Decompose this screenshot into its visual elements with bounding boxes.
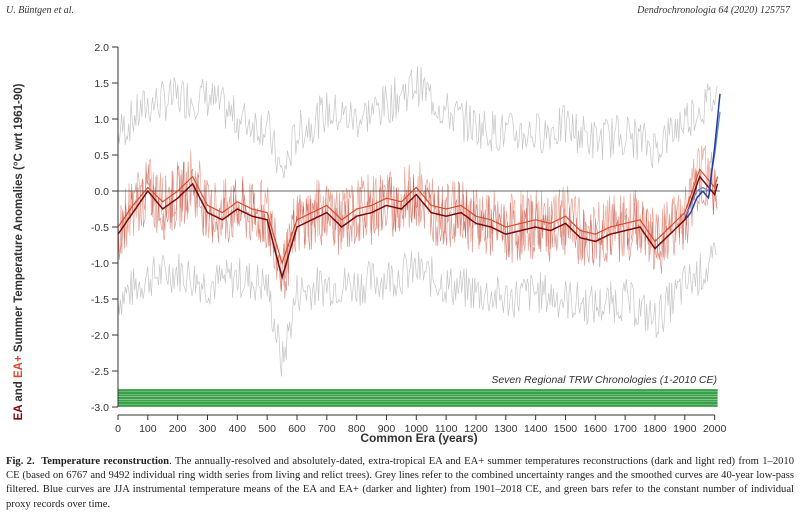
x-tick-label: 800	[348, 423, 366, 435]
header-author: U. Büntgen et al.	[6, 5, 75, 16]
y-tick-label: 1.0	[94, 114, 109, 126]
instrumental-ea-plus-line	[684, 111, 721, 217]
uncertainty-upper-line	[117, 65, 718, 179]
x-tick-label: 1900	[673, 423, 697, 435]
ylabel-and: and	[13, 378, 25, 405]
y-tick-label: -0.5	[91, 222, 109, 234]
y-tick-label: -2.5	[91, 366, 109, 378]
uncertainty-layer	[117, 65, 718, 377]
x-tick-label: 1500	[554, 423, 578, 435]
caption-label: Fig. 2.	[6, 456, 35, 467]
x-tick-label: 1000	[405, 423, 429, 435]
ea-smoothed-line	[117, 175, 719, 281]
caption-title: Temperature reconstruction	[41, 456, 170, 467]
figure-caption: Fig. 2. Temperature reconstruction. The …	[6, 455, 794, 512]
series-layer	[117, 93, 721, 281]
header-journal: Dendrochronologia 64 (2020) 125757	[637, 5, 790, 16]
ylabel-rest: Summer Temperature Anomalies (°C wrt 196…	[13, 83, 25, 355]
x-tick-label: 400	[229, 423, 247, 435]
y-axis-label: EA and EA+ Summer Temperature Anomalies …	[13, 83, 25, 420]
x-tick-label: 900	[378, 423, 396, 435]
caption-text: . The annually-resolved and absolutely-d…	[6, 456, 795, 510]
x-tick-label: 100	[139, 423, 157, 435]
ylabel-ea: EA	[13, 405, 25, 421]
y-tick-label: -1.5	[91, 294, 109, 306]
x-tick-label: 1800	[643, 423, 667, 435]
x-tick-label: 2000	[703, 423, 727, 435]
x-tick-label: 0	[115, 423, 121, 435]
x-tick-label: 500	[258, 423, 276, 435]
ea-annual-line	[118, 157, 718, 299]
proxy-bars-label: Seven Regional TRW Chronologies (1-2010 …	[491, 374, 717, 386]
y-tick-label: -1.0	[91, 258, 109, 270]
x-tick-label: 300	[199, 423, 217, 435]
x-axis-label: Common Era (years)	[360, 431, 477, 445]
y-tick-label: 2.0	[94, 42, 109, 54]
y-tick-label: 1.5	[94, 78, 109, 90]
y-tick-label: -3.0	[91, 402, 109, 414]
y-tick-label: -2.0	[91, 330, 109, 342]
x-tick-label: 200	[169, 423, 187, 435]
temperature-figure: 2.0 1.5 1.0 0.5 0.0 -0.5 -1.0 -1.5 -2.0 -2.5 -3.0 0…	[13, 42, 727, 445]
instrumental-ea-line	[684, 93, 721, 221]
x-tick-label: 1200	[464, 423, 488, 435]
axes-layer: 2.0 1.5 1.0 0.5 0.0 -0.5 -1.0 -1.5 -2.0 -2.5 -3.0 0…	[91, 42, 727, 435]
x-tick-label: 600	[288, 423, 306, 435]
ylabel-eaplus: EA+	[13, 355, 25, 378]
x-tick-label: 1700	[613, 423, 637, 435]
uncertainty-lower-line	[117, 242, 718, 377]
proxy-bars-layer	[118, 389, 718, 407]
x-tick-label: 1300	[494, 423, 518, 435]
x-tick-label: 1100	[435, 423, 458, 435]
y-tick-label: 0.0	[94, 186, 109, 198]
ea-plus-smoothed-line	[117, 168, 719, 265]
y-tick-label: 0.5	[94, 150, 109, 162]
x-tick-label: 1400	[524, 423, 548, 435]
x-tick-label: 700	[318, 423, 336, 435]
x-tick-label: 1600	[584, 423, 608, 435]
